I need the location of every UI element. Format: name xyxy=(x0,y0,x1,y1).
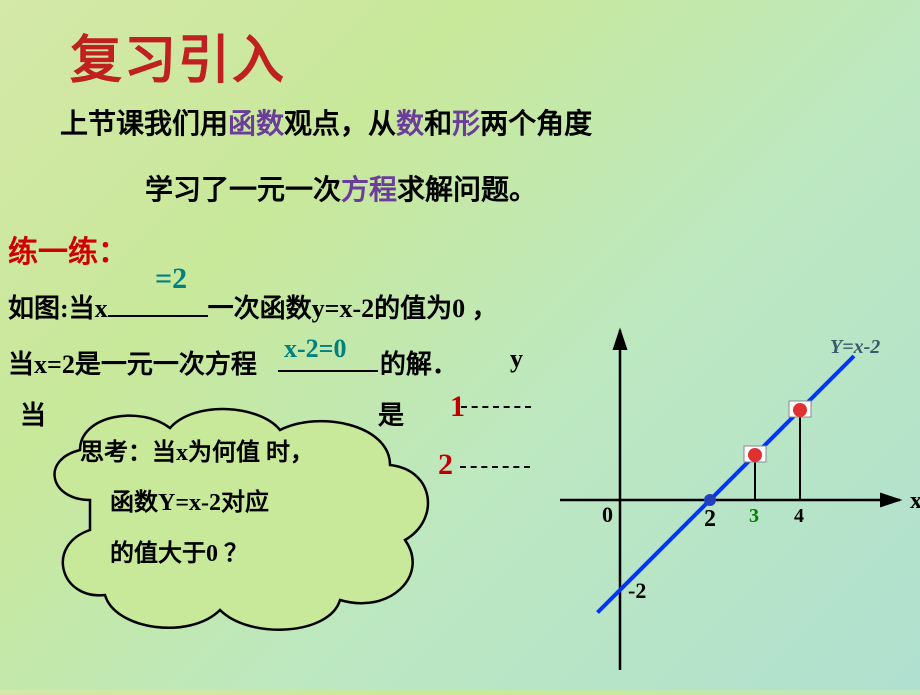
intro-text: 观点，从 xyxy=(284,109,396,140)
blank-2-underline xyxy=(278,370,378,372)
q1-post: 一次函数y=x-2的值为0 ， xyxy=(208,294,498,323)
intro-text: 求解问题。 xyxy=(397,175,537,206)
intro-text: 和 xyxy=(424,109,452,140)
practice-heading: 练一练： xyxy=(8,227,128,271)
cloud-line-3: 的值大于0 ？ xyxy=(80,529,400,579)
svg-text:0: 0 xyxy=(602,502,613,527)
svg-text:3: 3 xyxy=(749,505,759,527)
graph-svg: 0 2 3 4 x -2 xyxy=(540,310,920,690)
answer-2: x-2=0 xyxy=(284,334,346,364)
cloud-line-2: 函数Y=x-2对应 xyxy=(80,478,400,528)
cloud-text: 思考：当x为何值 时， 函数Y=x-2对应 的值大于0 ？ xyxy=(80,428,400,579)
dashed-line-2 xyxy=(460,466,530,468)
keyword-shape: 形 xyxy=(452,109,480,140)
coordinate-graph: 0234x-2 xyxy=(540,310,910,680)
svg-text:-2: -2 xyxy=(628,578,646,603)
cloud-line-1: 思考：当x为何值 时， xyxy=(80,428,400,478)
page-title: 复习引入 xyxy=(70,18,286,93)
question-line-1: 如图:当x 一次函数y=x-2的值为0 ， xyxy=(8,288,498,325)
y-axis-inline-label: y xyxy=(510,344,523,374)
intro-text: 上节课我们用 xyxy=(60,109,228,140)
svg-text:2: 2 xyxy=(704,506,716,532)
keyword-number: 数 xyxy=(396,109,424,140)
keyword-function: 函数 xyxy=(228,109,284,140)
blank-1 xyxy=(108,315,208,317)
q2-post: 的解． xyxy=(380,350,458,379)
dashed-line-1 xyxy=(461,406,531,408)
intro-text: 学习了一元一次 xyxy=(145,175,341,206)
keyword-equation: 方程 xyxy=(341,175,397,206)
svg-text:x: x xyxy=(910,488,920,514)
svg-text:4: 4 xyxy=(794,505,804,527)
intro-line-1: 上节课我们用函数观点，从数和形两个角度 xyxy=(60,102,592,142)
q2-pre: 当x=2是一元一次方程 xyxy=(8,350,257,379)
question-line-2: 当x=2是一元一次方程 的解． xyxy=(8,344,458,381)
thought-cloud: 思考：当x为何值 时， 函数Y=x-2对应 的值大于0 ？ xyxy=(30,400,430,630)
intro-line-2: 学习了一元一次方程求解问题。 xyxy=(145,168,537,208)
q1-pre: 如图:当x xyxy=(8,294,108,323)
intro-text: 两个角度 xyxy=(480,109,592,140)
